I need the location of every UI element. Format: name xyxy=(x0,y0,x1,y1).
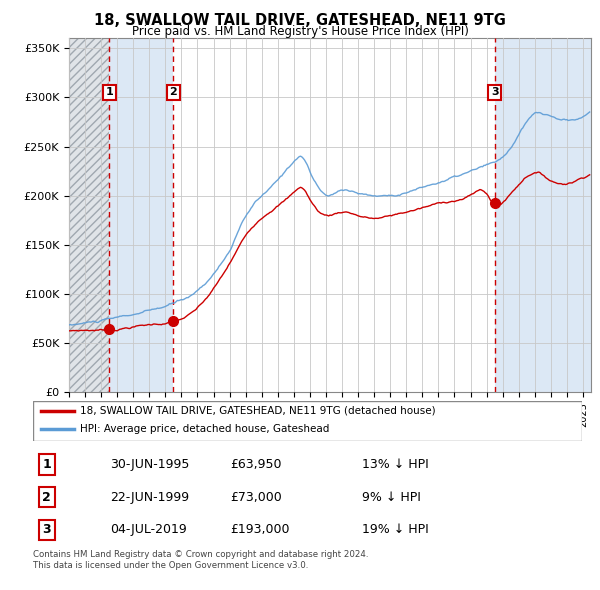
Text: 18, SWALLOW TAIL DRIVE, GATESHEAD, NE11 9TG (detached house): 18, SWALLOW TAIL DRIVE, GATESHEAD, NE11 … xyxy=(80,406,435,415)
Text: 1: 1 xyxy=(43,458,51,471)
Text: 13% ↓ HPI: 13% ↓ HPI xyxy=(362,458,429,471)
Text: 2: 2 xyxy=(43,491,51,504)
Text: This data is licensed under the Open Government Licence v3.0.: This data is licensed under the Open Gov… xyxy=(33,560,308,569)
Text: 19% ↓ HPI: 19% ↓ HPI xyxy=(362,523,429,536)
Text: Contains HM Land Registry data © Crown copyright and database right 2024.: Contains HM Land Registry data © Crown c… xyxy=(33,550,368,559)
FancyBboxPatch shape xyxy=(33,401,582,441)
Bar xyxy=(69,38,109,392)
Text: 30-JUN-1995: 30-JUN-1995 xyxy=(110,458,189,471)
Text: 04-JUL-2019: 04-JUL-2019 xyxy=(110,523,187,536)
Text: HPI: Average price, detached house, Gateshead: HPI: Average price, detached house, Gate… xyxy=(80,424,329,434)
Bar xyxy=(494,38,591,392)
Text: 3: 3 xyxy=(43,523,51,536)
Text: £73,000: £73,000 xyxy=(230,491,283,504)
Text: 3: 3 xyxy=(491,87,499,97)
Text: 9% ↓ HPI: 9% ↓ HPI xyxy=(362,491,421,504)
Text: 22-JUN-1999: 22-JUN-1999 xyxy=(110,491,189,504)
Bar xyxy=(109,38,173,392)
Text: Price paid vs. HM Land Registry's House Price Index (HPI): Price paid vs. HM Land Registry's House … xyxy=(131,25,469,38)
Text: 2: 2 xyxy=(170,87,177,97)
Text: 1: 1 xyxy=(105,87,113,97)
Text: 18, SWALLOW TAIL DRIVE, GATESHEAD, NE11 9TG: 18, SWALLOW TAIL DRIVE, GATESHEAD, NE11 … xyxy=(94,13,506,28)
Text: £193,000: £193,000 xyxy=(230,523,290,536)
Text: £63,950: £63,950 xyxy=(230,458,282,471)
